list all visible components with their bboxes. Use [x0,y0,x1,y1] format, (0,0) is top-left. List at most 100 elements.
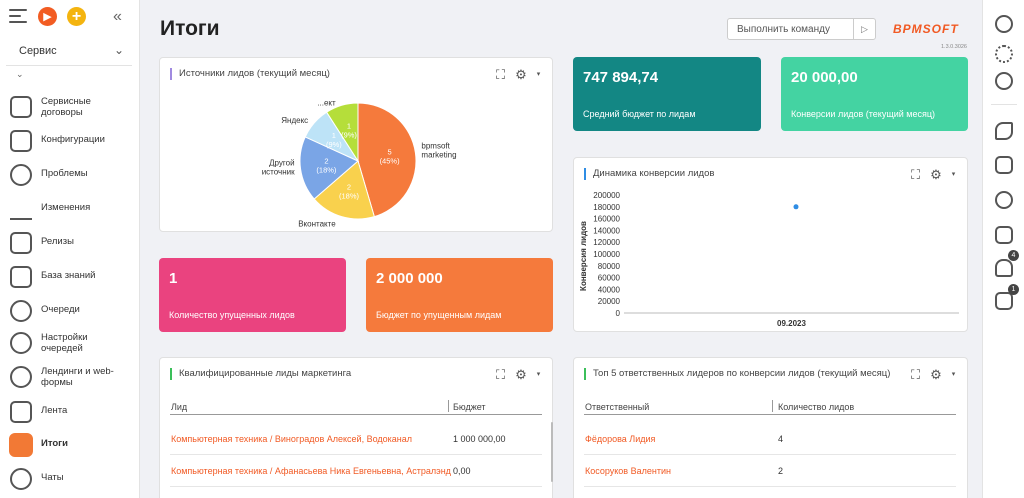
pencil-icon [10,198,32,220]
email-icon[interactable] [995,156,1013,174]
sidebar-item-service-contracts[interactable]: Сервисные договоры [0,92,140,124]
pie-slice[interactable] [313,160,375,220]
sidebar-item-label: Сервисные договоры [41,96,91,118]
caret-icon[interactable]: ⌄ [16,69,24,79]
count-cell: 4 [778,434,784,444]
pie-percent-label: (9%) [326,140,342,149]
column-header-budget[interactable]: Бюджет [453,402,486,412]
chat-icon[interactable] [995,191,1013,209]
column-divider [772,400,773,412]
lead-link[interactable]: Компьютерная техника / Виноградов Алексе… [171,434,413,444]
sidebar-item-chats[interactable]: Чаты [0,464,140,496]
brand-logo: BPMSOFT [893,22,959,36]
problem-icon [10,164,32,186]
pie-value-label: 1 [347,121,351,130]
command-input[interactable]: Выполнить команду ▷ [727,18,876,40]
collapse-sidebar-icon[interactable]: « [113,8,122,25]
caret-icon[interactable]: ▾ [536,371,541,378]
widget-tools: ⛶ ⚙ ▾ [911,167,955,183]
queue-icon [10,300,32,322]
expand-icon[interactable]: ⛶ [911,367,921,382]
pie-value-label: 5 [387,147,391,156]
sidebar-item-queue-settings[interactable]: Настройки очередей [0,328,140,360]
sidebar-item-label: Настройки очередей [41,332,88,354]
profile-icon[interactable] [995,15,1013,33]
sidebar-item-landings[interactable]: Лендинги и web-формы [0,362,140,394]
sidebar-item-configurations[interactable]: Конфигурации [0,126,140,158]
row-divider [170,454,542,455]
sidebar-item-dashboards[interactable]: Итоги [0,430,140,462]
row-divider [170,486,542,487]
expand-icon[interactable]: ⛶ [911,167,921,182]
menu-icon[interactable] [9,9,27,23]
contract-icon [10,96,32,118]
widget-tools: ⛶ ⚙ ▾ [496,367,540,383]
sidebar: ▶ + « Сервис ⌄ ⌄ Сервисные договоры Конф… [0,0,140,498]
responsible-link[interactable]: Косоруков Валентин [585,466,671,476]
lead-link[interactable]: Компьютерная техника / Афанасьева Ника Е… [171,466,451,476]
help-icon[interactable] [995,72,1013,90]
sidebar-item-knowledge-base[interactable]: База знаний [0,262,140,294]
pie-slice[interactable] [299,136,359,200]
sidebar-item-problems[interactable]: Проблемы [0,160,140,192]
widget-title: Квалифицированные лиды маркетинга [170,368,351,380]
queue-settings-icon [10,332,32,354]
workspace-select[interactable]: Сервис ⌄ [6,41,132,61]
sidebar-item-label: Итоги [41,438,68,449]
sidebar-item-releases[interactable]: Релизы [0,228,140,260]
gear-icon[interactable]: ⚙ [515,367,527,382]
pie-value-label: 2 [347,183,351,192]
pie-slice[interactable] [357,102,417,218]
run-command-icon[interactable]: ▷ [853,19,875,39]
scrollbar[interactable] [551,422,553,482]
sidebar-item-changes[interactable]: Изменения [0,194,140,226]
gear-icon[interactable]: ⚙ [515,67,527,82]
gear-icon[interactable]: ⚙ [930,167,942,182]
widget-title: Динамика конверсии лидов [584,168,714,180]
process-icon[interactable]: ▶ [38,7,57,26]
column-header-count[interactable]: Количество лидов [778,402,855,412]
caret-icon[interactable]: ▾ [951,171,956,178]
column-divider [448,400,449,412]
sidebar-item-queues[interactable]: Очереди [0,296,140,328]
expand-icon[interactable]: ⛶ [496,367,506,382]
y-axis-label: Конверсия лидов [579,221,588,291]
divider [6,65,132,66]
phone-icon[interactable] [995,122,1013,140]
gear-icon[interactable] [995,45,1013,63]
sidebar-item-label: Очереди [41,304,80,315]
kpi-label: Конверсии лидов (текущий месяц) [791,109,936,119]
kpi-avg-budget: 747 894,74 Средний бюджет по лидам [573,57,761,131]
pie-chart-icon [9,433,33,457]
sidebar-item-label: Изменения [41,202,91,213]
y-tick-label: 20000 [598,297,621,306]
kpi-label: Количество упущенных лидов [169,310,295,320]
y-tick-label: 80000 [598,262,621,271]
book-icon [10,266,32,288]
kpi-value: 20 000,00 [791,69,858,86]
pie-slice[interactable] [325,102,359,163]
y-tick-label: 160000 [593,215,620,224]
data-point[interactable] [793,204,799,210]
tasks-icon[interactable] [995,292,1013,310]
column-header-responsible[interactable]: Ответственный [585,402,650,412]
y-tick-label: 120000 [593,238,620,247]
version-label: 1.3.0.3026 [941,44,967,50]
kpi-lost-leads: 1 Количество упущенных лидов [159,258,346,332]
sidebar-item-feed[interactable]: Лента [0,397,140,429]
expand-icon[interactable]: ⛶ [496,67,506,82]
y-tick-label: 200000 [593,191,620,200]
widget-title: Топ 5 ответственных лидеров по конверсии… [584,368,890,380]
responsible-link[interactable]: Фёдорова Лидия [585,434,656,444]
caret-icon[interactable]: ▾ [951,371,956,378]
conversion-chart: 2000001800001600001400001200001000008000… [579,191,959,328]
target-icon [10,366,32,388]
add-icon[interactable]: + [67,7,86,26]
column-header-lead[interactable]: Лид [171,402,188,412]
message-icon[interactable] [995,226,1013,244]
caret-icon[interactable]: ▾ [536,71,541,78]
divider [991,104,1017,105]
gear-icon[interactable]: ⚙ [930,367,942,382]
bell-icon[interactable] [995,259,1013,277]
budget-cell: 1 000 000,00 [453,434,506,444]
